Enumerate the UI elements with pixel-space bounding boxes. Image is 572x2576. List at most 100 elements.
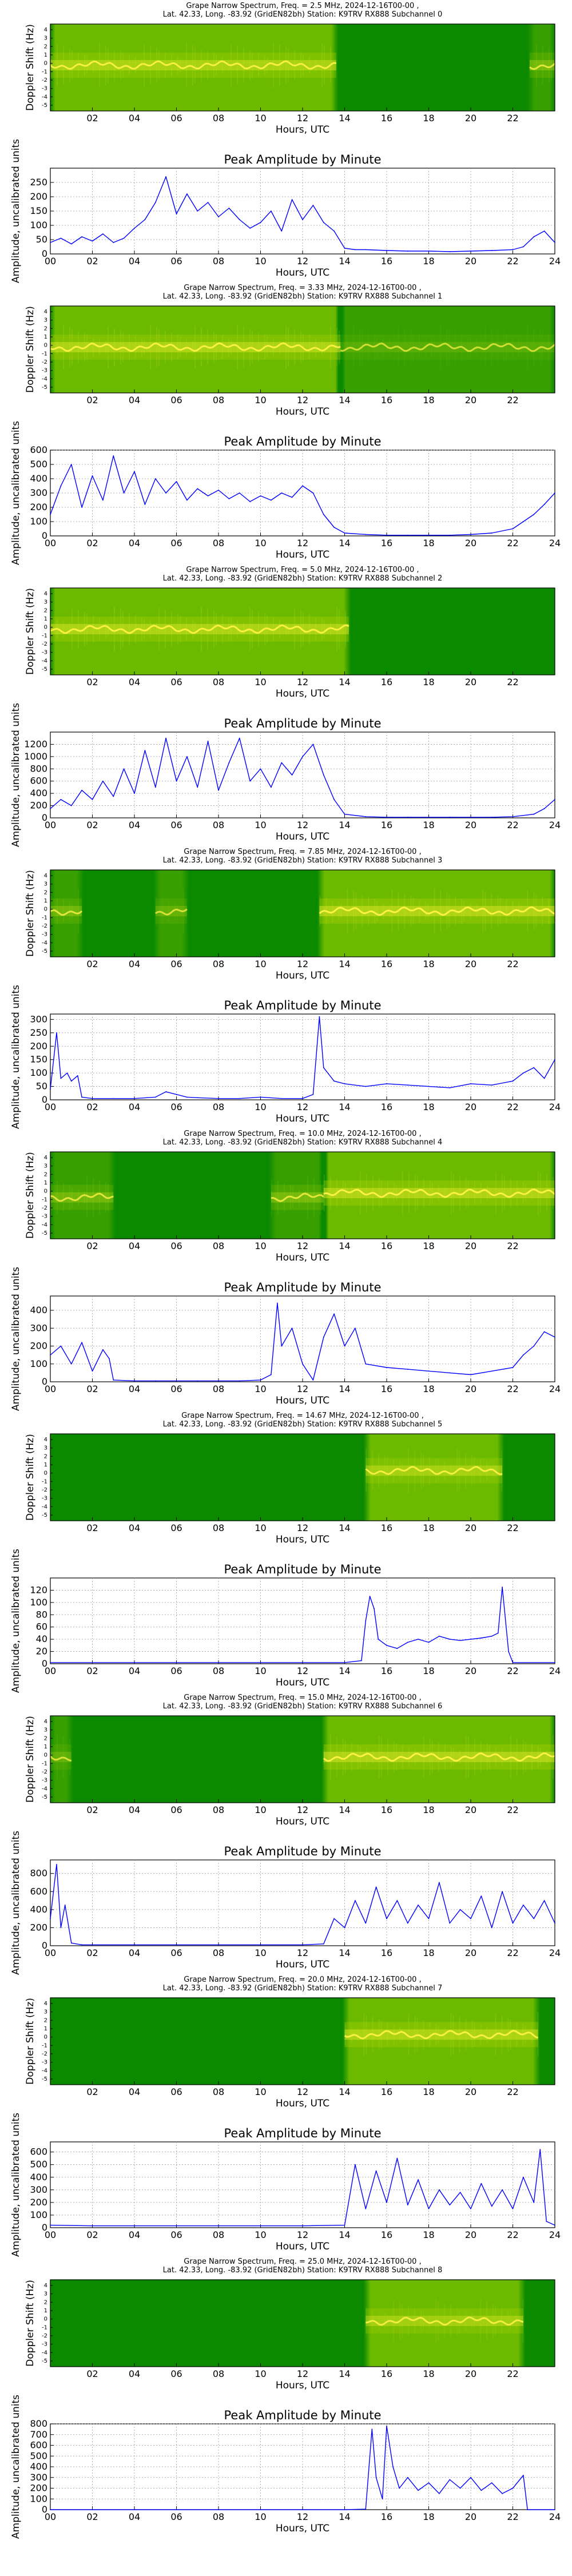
amplitude-ytick: 800 [30, 2418, 47, 2429]
signal-streak [539, 328, 541, 366]
signal-streak [161, 898, 163, 924]
amplitude-ytick: 100 [30, 1067, 47, 1078]
signal-streak [550, 50, 552, 80]
signal-streak [249, 328, 251, 366]
spectrogram-ytick: 1 [44, 1180, 47, 1186]
signal-streak [313, 1178, 315, 1217]
signal-streak [450, 1746, 452, 1768]
amplitude-point [134, 1661, 135, 1663]
signal-streak [298, 1189, 300, 1206]
spectrogram-ylabel: Doppler Shift (Hz) [25, 1998, 36, 2085]
spectrogram-xtick: 02 [86, 2086, 98, 2097]
signal-streak [383, 337, 384, 357]
signal-streak [258, 332, 259, 362]
spectrogram-xlabel: Hours, UTC [276, 688, 329, 699]
amplitude-point [319, 1016, 320, 1017]
spectrogram-xlabel: Hours, UTC [276, 1816, 329, 1827]
signal-streak [279, 45, 280, 86]
amplitude-xlabel: Hours, UTC [276, 1959, 329, 1970]
signal-streak [366, 1748, 367, 1766]
amplitude-xtick: 08 [213, 1947, 224, 1958]
spectrogram-xtick: 12 [297, 113, 308, 124]
signal-streak [495, 1747, 496, 1767]
signal-streak [389, 339, 391, 355]
spectrogram-xtick: 20 [465, 677, 476, 687]
signal-streak [444, 2028, 446, 2042]
amplitude-point [502, 1891, 503, 1893]
amplitude-point [354, 249, 356, 251]
signal-streak [420, 1452, 422, 1489]
spectrogram-xtick: 08 [213, 677, 224, 687]
spectrogram-xtick: 04 [129, 959, 140, 969]
amplitude-xtick: 00 [45, 1947, 56, 1958]
amplitude-ytick: 150 [30, 1054, 47, 1065]
amplitude-ytick: 50 [36, 1081, 47, 1092]
signal-streak [319, 896, 321, 927]
amplitude-point [281, 762, 283, 764]
signal-halo [323, 1744, 555, 1770]
signal-streak [503, 1751, 505, 1763]
spectrogram-ytick: -1 [42, 2324, 47, 2331]
signal-streak [338, 902, 340, 920]
spectrogram-xtick: 14 [339, 1804, 350, 1815]
signal-streak [192, 619, 193, 639]
amplitude-point [512, 528, 514, 530]
amplitude-ytick: 300 [30, 1013, 47, 1024]
signal-streak [363, 2013, 365, 2057]
spectrogram-xtick: 22 [507, 677, 518, 687]
amplitude-chart-1: Peak Amplitude by Minute 00 02 04 06 08 10 12 14… [10, 421, 561, 565]
signal-streak [359, 1746, 361, 1768]
amplitude-xtick: 02 [86, 820, 98, 830]
signal-streak [506, 333, 507, 361]
amplitude-point [154, 1380, 156, 1382]
amplitude-xtick: 04 [129, 1947, 140, 1958]
amplitude-point [491, 2482, 492, 2484]
spectrogram-ylabel: Doppler Shift (Hz) [25, 24, 36, 111]
signal-streak [207, 51, 208, 79]
amplitude-series-line [50, 738, 555, 818]
amplitude-xtick: 14 [339, 1665, 350, 1676]
spectrogram-xtick: 04 [129, 2086, 140, 2097]
signal-streak [474, 2022, 475, 2047]
signal-streak [480, 1741, 482, 1773]
spectrogram-2: Grape Narrow Spectrum, Freq. = 5.0 MHz, … [25, 566, 555, 699]
amplitude-xtick: 00 [45, 1665, 56, 1676]
amplitude-chart-2: Peak Amplitude by Minute 00 02 04 06 08 10 12 14… [10, 703, 561, 847]
signal-core [50, 342, 341, 352]
spectrogram-xlabel: Hours, UTC [276, 2380, 329, 2391]
amplitude-point [81, 507, 83, 508]
amplitude-point [270, 210, 272, 212]
amplitude-point [386, 1367, 387, 1368]
amplitude-point [354, 1900, 356, 1901]
signal-streak [459, 1175, 460, 1211]
spectrogram-xtick: 08 [213, 959, 224, 969]
amplitude-title: Peak Amplitude by Minute [224, 1844, 382, 1858]
signal-streak [228, 617, 229, 642]
spectrogram-ytick: 2 [44, 1735, 47, 1742]
amplitude-point [459, 2192, 461, 2193]
spectrogram-xtick: 08 [213, 113, 224, 124]
signal-streak [180, 615, 181, 643]
signal-streak [231, 340, 232, 355]
spectrogram-xtick: 16 [381, 959, 392, 969]
amplitude-point [428, 817, 430, 818]
amplitude-point [92, 1098, 93, 1099]
amplitude-point [407, 817, 408, 818]
signal-streak [482, 889, 484, 933]
amplitude-ytick: 120 [30, 1584, 47, 1595]
signal-core [366, 1465, 503, 1476]
amplitude-point [407, 1369, 408, 1370]
doppler-trace [271, 1192, 324, 1202]
amplitude-point [386, 2425, 387, 2427]
signal-streak [114, 607, 115, 651]
amplitude-point [176, 2225, 177, 2227]
signal-streak [366, 2307, 367, 2335]
amplitude-point [386, 534, 387, 536]
amplitude-point [386, 2201, 387, 2203]
amplitude-xtick: 06 [170, 1384, 182, 1394]
signal-streak [105, 1182, 106, 1213]
amplitude-point [365, 2509, 367, 2510]
amplitude-xtick: 08 [213, 2229, 224, 2240]
amplitude-xtick: 12 [297, 1384, 308, 1394]
spectrogram-ytick: 1 [44, 2308, 47, 2314]
